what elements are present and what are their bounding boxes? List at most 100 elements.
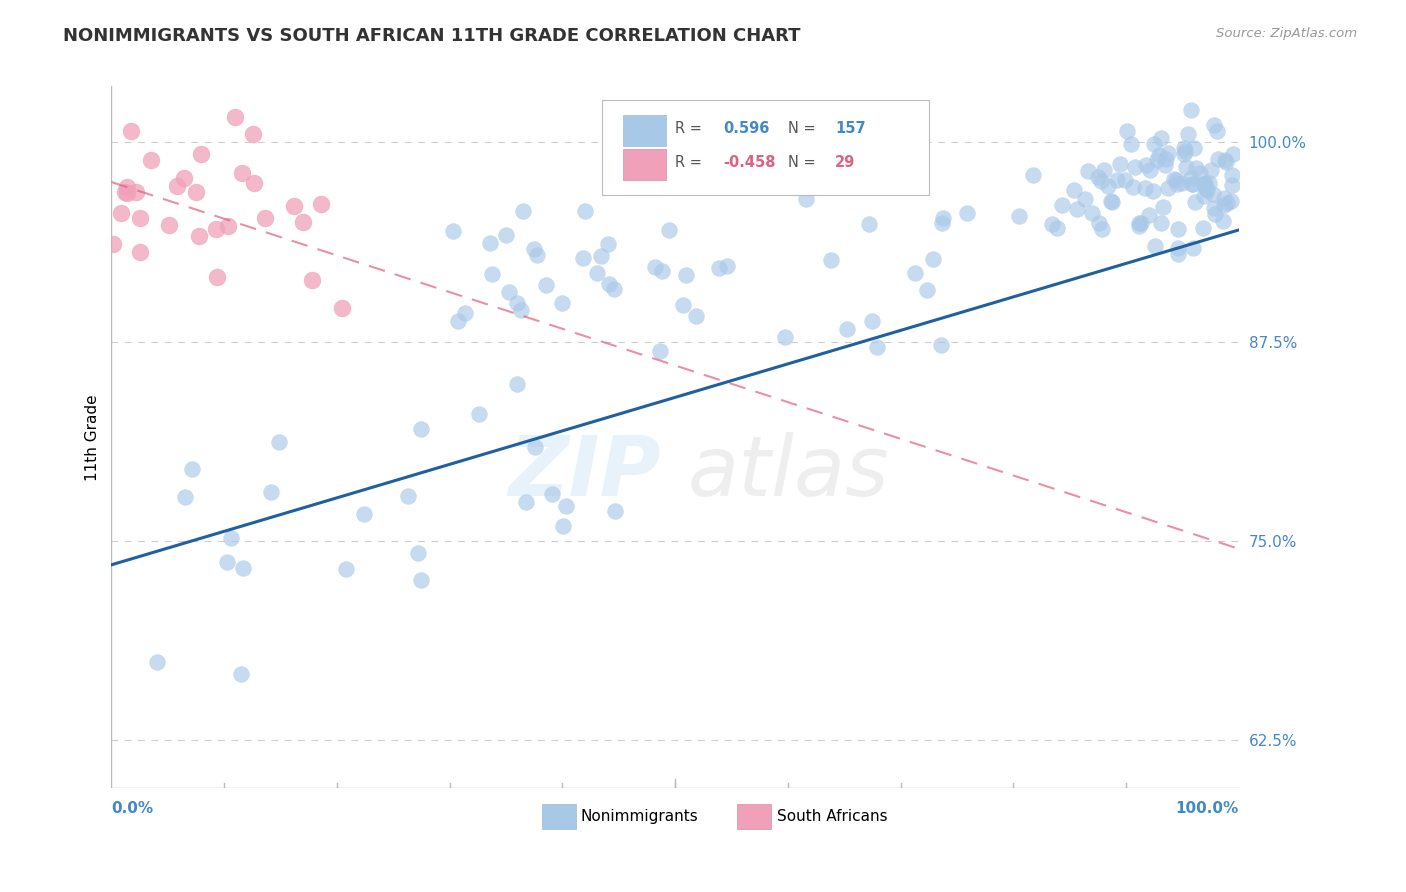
- Point: [509, 302, 531, 317]
- Point: [166, 178, 188, 193]
- Point: [1108, 157, 1130, 171]
- Point: [1052, 197, 1074, 211]
- Point: [1099, 194, 1122, 208]
- Point: [332, 301, 354, 315]
- Point: [1119, 137, 1142, 152]
- Point: [205, 269, 228, 284]
- Point: [1150, 216, 1173, 230]
- Point: [1167, 222, 1189, 236]
- Point: [1081, 205, 1104, 219]
- Point: [820, 252, 842, 267]
- Point: [915, 283, 938, 297]
- Text: ZIP: ZIP: [509, 432, 661, 513]
- Point: [598, 277, 620, 291]
- Point: [173, 171, 195, 186]
- Point: [1128, 219, 1150, 233]
- Point: [835, 322, 858, 336]
- Point: [1105, 173, 1128, 187]
- Point: [1199, 163, 1222, 178]
- Text: 29: 29: [835, 155, 855, 170]
- Point: [1182, 177, 1205, 191]
- Point: [1194, 177, 1216, 191]
- Point: [110, 206, 132, 220]
- Text: 157: 157: [835, 121, 866, 136]
- Point: [589, 249, 612, 263]
- Point: [1195, 182, 1218, 196]
- Point: [353, 507, 375, 521]
- Point: [1021, 169, 1043, 183]
- Point: [1181, 177, 1204, 191]
- Point: [1128, 216, 1150, 230]
- Point: [243, 176, 266, 190]
- Point: [1174, 160, 1197, 174]
- Text: atlas: atlas: [688, 432, 889, 513]
- Point: [242, 128, 264, 142]
- Point: [1197, 183, 1219, 197]
- Point: [866, 340, 889, 354]
- Point: [157, 218, 180, 232]
- Point: [1192, 178, 1215, 192]
- Point: [141, 153, 163, 167]
- Point: [931, 217, 953, 231]
- Point: [1177, 128, 1199, 142]
- Point: [1040, 217, 1063, 231]
- Point: [1129, 216, 1152, 230]
- Point: [396, 489, 419, 503]
- Point: [1154, 153, 1177, 167]
- Text: NONIMMIGRANTS VS SOUTH AFRICAN 11TH GRADE CORRELATION CHART: NONIMMIGRANTS VS SOUTH AFRICAN 11TH GRAD…: [63, 27, 801, 45]
- Point: [467, 408, 489, 422]
- Point: [1180, 171, 1202, 186]
- Point: [1091, 221, 1114, 235]
- Point: [672, 298, 695, 312]
- Point: [794, 192, 817, 206]
- Point: [1181, 241, 1204, 255]
- Point: [188, 229, 211, 244]
- Point: [231, 166, 253, 180]
- Point: [174, 490, 197, 504]
- FancyBboxPatch shape: [737, 804, 770, 829]
- Point: [1122, 180, 1144, 194]
- Point: [335, 562, 357, 576]
- Point: [1204, 207, 1226, 221]
- Point: [1088, 216, 1111, 230]
- Text: N =: N =: [787, 155, 815, 170]
- Point: [1184, 141, 1206, 155]
- Point: [232, 561, 254, 575]
- Point: [536, 278, 558, 293]
- Point: [254, 211, 277, 226]
- Point: [1116, 124, 1139, 138]
- Point: [115, 180, 138, 194]
- Point: [1206, 153, 1229, 167]
- Point: [1150, 130, 1173, 145]
- Point: [1146, 153, 1168, 167]
- Point: [1156, 181, 1178, 195]
- Point: [495, 228, 517, 243]
- Point: [1174, 144, 1197, 158]
- Point: [1202, 187, 1225, 202]
- Point: [1189, 166, 1212, 180]
- Point: [1167, 247, 1189, 261]
- FancyBboxPatch shape: [543, 804, 576, 829]
- Point: [956, 206, 979, 220]
- Point: [1046, 221, 1069, 235]
- Text: R =: R =: [675, 121, 702, 136]
- Point: [1202, 201, 1225, 215]
- Point: [1180, 103, 1202, 118]
- Point: [1198, 176, 1220, 190]
- Point: [1133, 181, 1156, 195]
- Point: [1063, 182, 1085, 196]
- Point: [1152, 201, 1174, 215]
- Point: [1212, 191, 1234, 205]
- Point: [1173, 146, 1195, 161]
- Point: [101, 236, 124, 251]
- Point: [1194, 189, 1216, 203]
- Point: [1191, 220, 1213, 235]
- Point: [454, 306, 477, 320]
- Point: [860, 314, 883, 328]
- Point: [551, 519, 574, 533]
- Point: [1202, 118, 1225, 132]
- Point: [129, 244, 152, 259]
- Point: [1077, 164, 1099, 178]
- Point: [267, 434, 290, 449]
- Point: [1101, 195, 1123, 210]
